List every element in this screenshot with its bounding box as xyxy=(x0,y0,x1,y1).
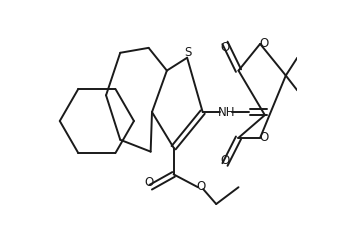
Text: O: O xyxy=(259,131,269,144)
Text: O: O xyxy=(220,41,230,54)
Text: O: O xyxy=(144,176,153,189)
Text: O: O xyxy=(197,180,206,193)
Text: O: O xyxy=(220,154,230,167)
Text: NH: NH xyxy=(217,106,235,119)
Text: S: S xyxy=(184,46,192,59)
Text: O: O xyxy=(259,38,269,50)
